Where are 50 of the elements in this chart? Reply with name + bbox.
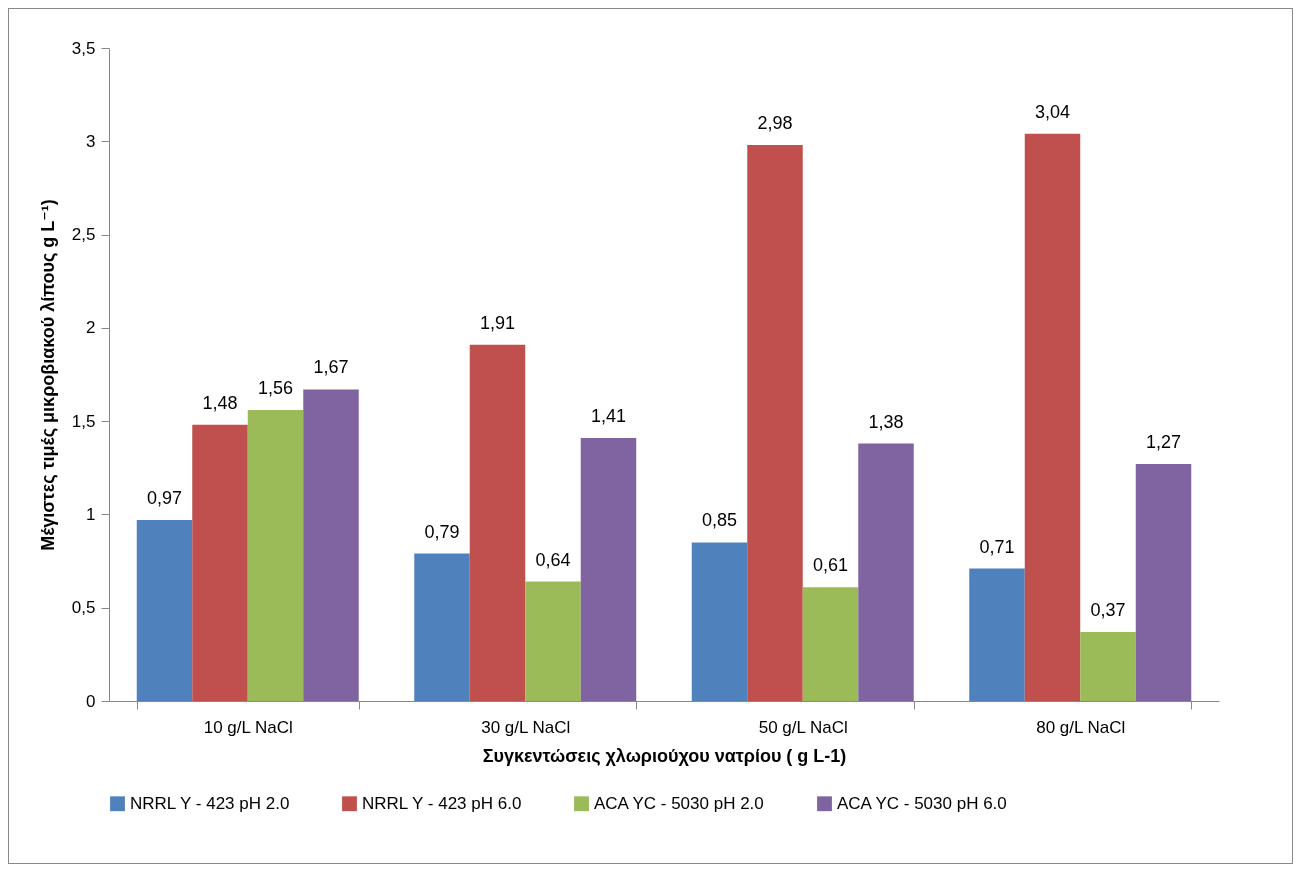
bar	[580, 437, 637, 701]
bar	[303, 389, 359, 701]
legend-label: ACA YC - 5030 pH 6.0	[837, 793, 1007, 813]
y-tick-label: 1,5	[71, 411, 96, 431]
data-label: 0,64	[535, 549, 571, 570]
x-tick-label: 80 g/L NaCl	[1036, 717, 1126, 737]
data-label: 1,41	[590, 405, 627, 426]
y-tick-label: 2	[86, 318, 96, 338]
legend-label: NRRL Y - 423 pH 2.0	[130, 793, 290, 813]
y-tick-label: 2,5	[71, 225, 96, 245]
bar	[858, 443, 914, 701]
bar	[691, 542, 748, 701]
data-label: 2,98	[757, 113, 793, 134]
bar	[802, 587, 859, 701]
bar	[192, 424, 248, 701]
y-tick-label: 3	[86, 131, 96, 151]
bar	[1135, 464, 1192, 701]
bar	[525, 581, 581, 701]
bar	[1024, 133, 1081, 701]
x-axis-title: Συγκεντώσεις χλωριούχου νατρίου ( g L-1)	[482, 745, 847, 766]
data-label: 0,37	[1090, 599, 1126, 620]
bar	[1080, 631, 1136, 701]
bar	[136, 520, 193, 701]
legend-label: NRRL Y - 423 pH 6.0	[362, 793, 522, 813]
y-axis-title: Μέγιστες τιμές μικροβιακού λίπους g L⁻¹)	[37, 199, 58, 551]
data-label: 1,91	[479, 312, 516, 333]
data-label: 0,79	[424, 521, 460, 542]
data-label: 1,27	[1145, 432, 1182, 453]
y-tick-label: 3,5	[71, 38, 96, 58]
bar	[414, 553, 470, 701]
y-tick-label: 0	[86, 691, 96, 711]
data-label: 0,97	[146, 488, 183, 509]
x-tick-label: 30 g/L NaCl	[481, 717, 571, 737]
data-label: 3,04	[1034, 101, 1071, 122]
bar	[969, 568, 1025, 701]
x-tick-label: 10 g/L NaCl	[203, 717, 293, 737]
legend-label: ACA YC - 5030 pH 2.0	[594, 793, 764, 813]
bar	[469, 344, 526, 701]
y-tick-label: 0,5	[71, 598, 96, 618]
x-tick-label: 50 g/L NaCl	[758, 717, 848, 737]
bar	[747, 145, 803, 701]
data-label: 0,85	[701, 510, 738, 531]
data-label: 1,38	[868, 411, 904, 432]
y-tick-label: 1	[86, 504, 96, 524]
data-label: 1,67	[313, 357, 349, 378]
data-label: 1,48	[202, 392, 238, 413]
data-label: 0,61	[812, 555, 849, 576]
data-label: 1,56	[257, 377, 294, 398]
data-label: 0,71	[979, 536, 1015, 557]
bar	[247, 409, 304, 701]
